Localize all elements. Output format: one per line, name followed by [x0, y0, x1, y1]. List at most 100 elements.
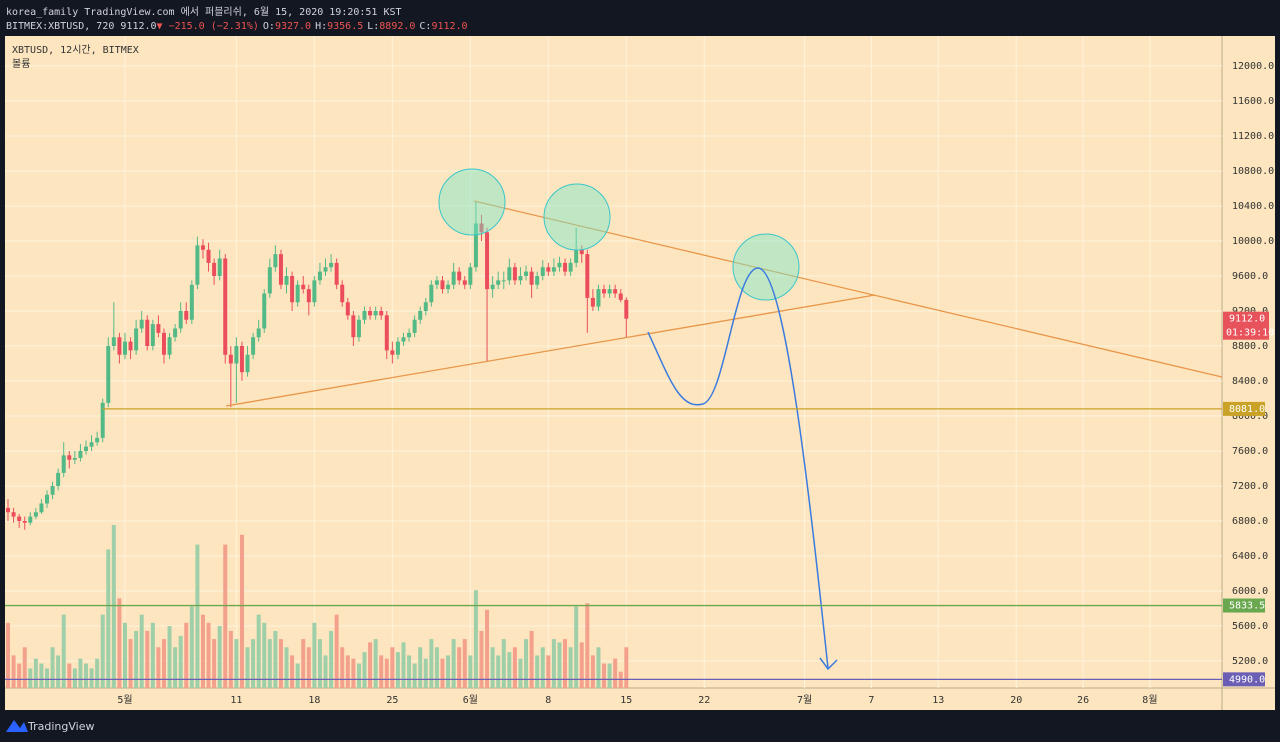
volume-bar — [262, 622, 267, 688]
candle-body — [563, 262, 568, 272]
x-tick-label: 18 — [308, 695, 320, 706]
y-tick-label: 12000.0 — [1232, 61, 1274, 72]
volume-bar — [468, 655, 473, 688]
candle-body — [407, 332, 412, 338]
candle-body — [585, 254, 590, 298]
x-tick-label: 25 — [386, 695, 398, 706]
candle-body — [273, 254, 278, 268]
volume-bar — [557, 642, 562, 688]
candle-body — [473, 223, 478, 268]
candle-body — [301, 284, 306, 290]
symbol: BITMEX:XBTUSD, 720 — [6, 21, 114, 32]
volume-bar — [473, 590, 478, 688]
x-tick-label: 5월 — [117, 694, 132, 706]
candle-body — [245, 354, 250, 373]
volume-bar — [446, 655, 451, 688]
volume-bar — [200, 614, 205, 688]
chart-bg — [5, 36, 1275, 710]
volume-bar — [100, 614, 105, 688]
candle-body — [379, 310, 384, 316]
volume-bar — [56, 655, 61, 688]
volume-bar — [485, 609, 490, 688]
x-tick-label: 22 — [698, 695, 710, 706]
volume-bar — [295, 663, 300, 688]
candle-body — [72, 457, 77, 460]
ohlc-label: H: — [315, 21, 327, 32]
volume-bar — [607, 663, 612, 688]
volume-bar — [317, 639, 322, 688]
y-tick-label: 7600.0 — [1232, 446, 1268, 457]
candle-body — [535, 275, 540, 285]
candle-body — [223, 258, 228, 355]
candle-body — [106, 345, 111, 403]
x-tick-label: 26 — [1077, 695, 1089, 706]
volume-bar — [323, 655, 328, 688]
volume-bar — [212, 639, 217, 688]
volume-bar — [602, 663, 607, 688]
candle-body — [83, 446, 88, 451]
candle-body — [206, 249, 211, 263]
y-tick-label: 11200.0 — [1232, 131, 1274, 142]
candle-body — [278, 254, 283, 285]
arrow-head — [819, 657, 838, 671]
x-tick-label: 8 — [545, 695, 551, 706]
candle-body — [173, 328, 178, 338]
volume-bar — [490, 647, 495, 688]
candle-body — [217, 258, 222, 276]
candle-body — [540, 267, 545, 276]
candle-body — [451, 271, 456, 285]
volume-bar — [134, 630, 139, 688]
candle-body — [6, 507, 11, 513]
candle-body — [351, 315, 356, 338]
legend: XBTUSD, 12시간, BITMEX — [12, 44, 139, 56]
candle-body — [529, 271, 534, 285]
volume-bar — [256, 614, 261, 688]
volume-bar — [11, 655, 16, 688]
volume-bar — [189, 606, 194, 688]
ohlc-value: 9112.0 — [431, 21, 467, 32]
volume-bar — [245, 647, 250, 688]
candle-body — [568, 262, 573, 272]
candle-body — [518, 275, 523, 281]
candle-body — [256, 328, 261, 338]
y-tick-label: 6400.0 — [1232, 551, 1268, 562]
candle-body — [11, 512, 16, 517]
publish-line: korea_family TradingView.com 에서 퍼블리쉬, 6월… — [6, 6, 402, 18]
candle-body — [395, 341, 400, 355]
y-tick-label: 6800.0 — [1232, 516, 1268, 527]
volume-bar — [239, 534, 244, 688]
y-tick-label: 10400.0 — [1232, 201, 1274, 212]
y-tick-label: 5200.0 — [1232, 656, 1268, 667]
x-tick-label: 7월 — [797, 694, 812, 706]
ohlc-label: O: — [263, 21, 275, 32]
candle-body — [239, 345, 244, 373]
volume-bar — [329, 630, 334, 688]
candle-body — [178, 310, 183, 329]
volume-bar — [440, 658, 445, 688]
volume-bar — [479, 630, 484, 688]
logo — [6, 720, 28, 732]
volume-bar — [379, 655, 384, 688]
volume-bar — [106, 549, 111, 688]
volume-bar — [585, 603, 590, 688]
y-tick-label: 8400.0 — [1232, 376, 1268, 387]
candle-body — [501, 280, 506, 282]
volume-bar — [407, 655, 412, 688]
candle-body — [228, 354, 233, 364]
volume-bar — [524, 639, 529, 688]
candle-body — [111, 337, 116, 346]
volume-bar — [345, 655, 350, 688]
x-tick-label: 11 — [230, 695, 242, 706]
candle-body — [145, 319, 150, 346]
y-tick-label: 7200.0 — [1232, 481, 1268, 492]
candle-body — [128, 341, 133, 351]
candle-body — [306, 289, 311, 303]
candle-body — [557, 262, 562, 268]
price-tag-label: 9112.0 — [1229, 314, 1265, 325]
candle-body — [457, 271, 462, 281]
drawings — [225, 168, 1223, 671]
price-tag-label: 4990.0 — [1229, 674, 1265, 685]
trend-line — [225, 294, 876, 407]
volume-bar — [22, 647, 27, 688]
brand: TradingView — [27, 720, 94, 733]
